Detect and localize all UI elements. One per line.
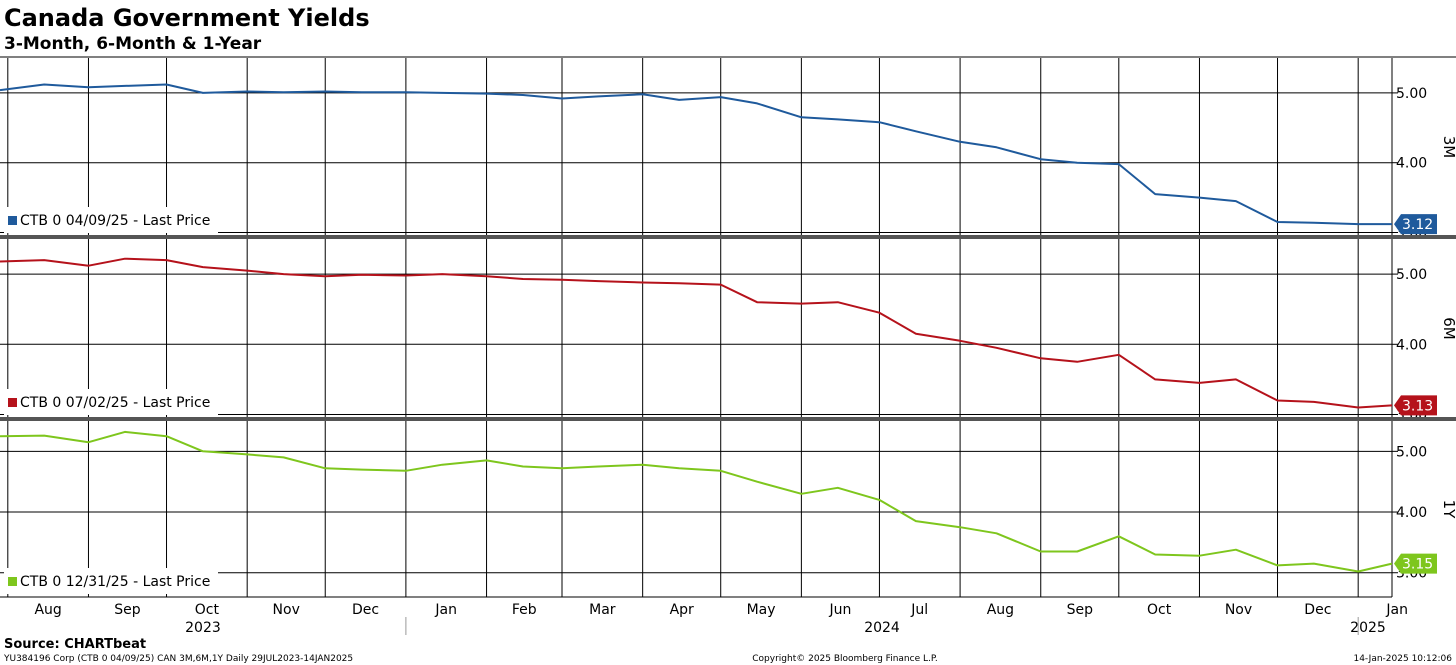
xtick-label: Apr (670, 602, 694, 618)
axis-name-3m: 3M (1440, 136, 1456, 159)
xtick-label: Jul (910, 602, 928, 618)
xtick-label: Sep (1067, 602, 1094, 618)
legend-label: CTB 0 12/31/25 - Last Price (20, 574, 210, 590)
series-line-1y (0, 432, 1392, 572)
last-value-label: 3.12 (1402, 217, 1433, 233)
axis-name-1y: 1Y (1440, 500, 1456, 520)
xtick-label: Jun (828, 602, 851, 618)
last-value-label: 3.13 (1402, 398, 1433, 414)
xtick-label: Nov (273, 602, 300, 618)
ytick-label: 5.00 (1396, 444, 1427, 460)
chart-title: Canada Government Yields (4, 4, 370, 32)
x-axis: Aug Sep Oct Nov Dec Jan Feb Mar Apr May Jun Jul Aug S… (34, 602, 1408, 636)
xtick-label: Jan (1385, 602, 1408, 618)
series-line-6m (0, 259, 1392, 408)
year-label: 2024 (864, 620, 900, 636)
xtick-label: Nov (1225, 602, 1252, 618)
ytick-label: 5.00 (1396, 86, 1427, 102)
panel-separator (0, 417, 1456, 421)
xtick-label: Oct (1147, 602, 1172, 618)
xtick-label: Mar (589, 602, 616, 618)
ytick-label: 4.00 (1396, 505, 1427, 521)
xtick-label: Sep (114, 602, 141, 618)
ytick-label: 4.00 (1396, 156, 1427, 172)
ytick-label: 5.00 (1396, 267, 1427, 283)
xtick-label: Aug (987, 602, 1014, 618)
xtick-label: Aug (34, 602, 61, 618)
xtick-label: May (747, 602, 776, 618)
footer-ticker: YU384196 Corp (CTB 0 04/09/25) CAN 3M,6M… (3, 654, 353, 664)
year-label: 2023 (185, 620, 221, 636)
ytick-label: 4.00 (1396, 337, 1427, 353)
axis-name-6m: 6M (1440, 317, 1456, 340)
last-value-label: 3.15 (1402, 557, 1433, 573)
xtick-label: Dec (1304, 602, 1331, 618)
xtick-label: Dec (352, 602, 379, 618)
xtick-label: Oct (195, 602, 220, 618)
legend-swatch (8, 577, 17, 586)
xtick-label: Feb (512, 602, 537, 618)
legend-swatch (8, 398, 17, 407)
footer-timestamp: 14-Jan-2025 10:12:06 (1353, 654, 1452, 664)
year-label: 2025 (1350, 620, 1386, 636)
series-line-3m (0, 85, 1392, 225)
legend-label: CTB 0 07/02/25 - Last Price (20, 395, 210, 411)
panel-separator (0, 235, 1456, 239)
chart-subtitle: 3-Month, 6-Month & 1-Year (4, 34, 262, 54)
footer-copyright: Copyright© 2025 Bloomberg Finance L.P. (752, 654, 937, 664)
xtick-label: Jan (434, 602, 457, 618)
legend-swatch (8, 216, 17, 225)
source-note: Source: CHARTbeat (4, 637, 146, 652)
legend-label: CTB 0 04/09/25 - Last Price (20, 213, 210, 229)
